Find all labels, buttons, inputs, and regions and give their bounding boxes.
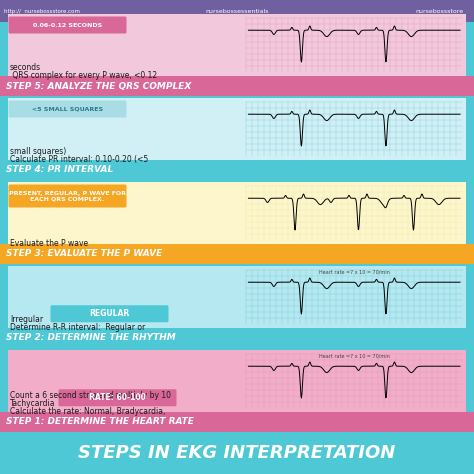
Bar — [0, 244, 474, 264]
Text: STEP 3: EVALUATE THE P WAVE: STEP 3: EVALUATE THE P WAVE — [6, 249, 162, 258]
Text: Count a 6 second strip and multiply by 10: Count a 6 second strip and multiply by 1… — [10, 391, 171, 400]
Bar — [246, 270, 462, 324]
Text: Calculate PR interval: 0.10-0.20 (<5: Calculate PR interval: 0.10-0.20 (<5 — [10, 155, 148, 164]
Bar — [0, 432, 474, 474]
Bar — [8, 350, 466, 412]
Text: <5 SMALL SQUARES: <5 SMALL SQUARES — [32, 107, 103, 111]
Text: Determine R-R interval:  Regular or: Determine R-R interval: Regular or — [10, 323, 145, 332]
Text: PRESENT, REGULAR, P WAVE FOR
EACH QRS COMPLEX.: PRESENT, REGULAR, P WAVE FOR EACH QRS CO… — [9, 191, 126, 201]
Bar — [0, 160, 474, 180]
Text: REGULAR: REGULAR — [90, 309, 129, 318]
FancyBboxPatch shape — [9, 184, 127, 208]
Bar — [0, 76, 474, 96]
Bar — [8, 266, 466, 328]
FancyBboxPatch shape — [9, 17, 127, 34]
Bar — [0, 412, 474, 432]
Text: nursebossstore: nursebossstore — [416, 9, 464, 13]
FancyBboxPatch shape — [9, 100, 127, 118]
FancyBboxPatch shape — [51, 305, 168, 322]
Text: small squares): small squares) — [10, 147, 66, 156]
Text: http://  nursebossstore.com: http:// nursebossstore.com — [4, 9, 80, 13]
Text: seconds: seconds — [10, 63, 41, 72]
Text: Calculate the rate: Normal, Bradycardia,: Calculate the rate: Normal, Bradycardia, — [10, 407, 165, 416]
Bar — [246, 186, 462, 240]
Text: Tachycardia: Tachycardia — [10, 399, 55, 408]
Text: RATE: 60-100: RATE: 60-100 — [89, 393, 146, 402]
Bar — [8, 182, 466, 244]
Text: Irregular: Irregular — [10, 315, 43, 324]
Bar — [8, 14, 466, 76]
Text: Heart rate =7 x 10 = 70/min: Heart rate =7 x 10 = 70/min — [319, 269, 390, 274]
Bar — [246, 354, 462, 408]
Text: STEP 1: DETERMINE THE HEART RATE: STEP 1: DETERMINE THE HEART RATE — [6, 418, 194, 427]
Text: 0.06-0.12 SECONDS: 0.06-0.12 SECONDS — [33, 22, 102, 27]
Bar — [246, 102, 462, 156]
Text: Evaluate the P wave: Evaluate the P wave — [10, 239, 88, 248]
Text: STEP 2: DETERMINE THE RHYTHM: STEP 2: DETERMINE THE RHYTHM — [6, 334, 176, 343]
Text: STEP 4: PR INTERVAL: STEP 4: PR INTERVAL — [6, 165, 113, 174]
Text: Heart rate =7 x 10 = 70/min: Heart rate =7 x 10 = 70/min — [319, 353, 390, 358]
Text: nursebossessentials: nursebossessentials — [205, 9, 269, 13]
Bar — [0, 0, 474, 22]
Text: STEPS IN EKG INTERPRETATION: STEPS IN EKG INTERPRETATION — [78, 444, 396, 462]
Bar — [0, 328, 474, 348]
Bar — [8, 98, 466, 160]
Text: QRS complex for every P wave, <0.12: QRS complex for every P wave, <0.12 — [10, 71, 157, 80]
Bar — [246, 18, 462, 72]
FancyBboxPatch shape — [58, 389, 176, 406]
Text: STEP 5: ANALYZE THE QRS COMPLEX: STEP 5: ANALYZE THE QRS COMPLEX — [6, 82, 191, 91]
